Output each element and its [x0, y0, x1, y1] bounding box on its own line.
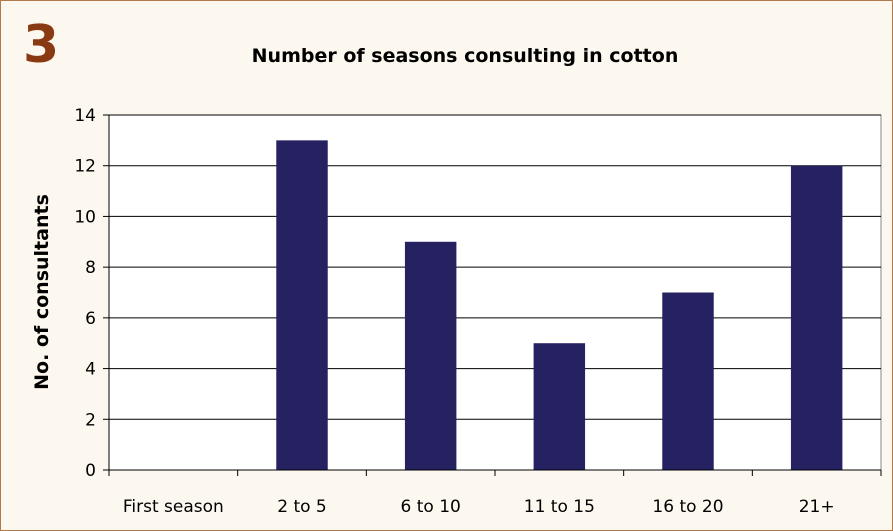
- bar: [533, 343, 586, 470]
- x-tick-label: 16 to 20: [652, 497, 723, 517]
- y-tick-label: 4: [85, 360, 96, 380]
- bar: [790, 165, 843, 470]
- y-axis: 0 2 4 6 8 10 12 14: [74, 106, 110, 481]
- y-tick-label: 8: [85, 258, 96, 278]
- chart-title: Number of seasons consulting in cotton: [252, 45, 679, 67]
- x-axis: First season 2 to 5 6 to 10 11 to 15 16 to 2…: [108, 469, 882, 517]
- y-axis-label: No. of consultants: [31, 194, 53, 390]
- x-tick-label: 2 to 5: [277, 497, 327, 517]
- x-tick-label: First season: [123, 497, 224, 517]
- x-tick-label: 21+: [799, 497, 835, 517]
- y-tick-label: 12: [74, 157, 96, 177]
- x-tick-label: 6 to 10: [401, 497, 461, 517]
- y-tick-label: 2: [85, 410, 96, 430]
- bar: [276, 140, 328, 470]
- x-tick-label: 11 to 15: [524, 497, 595, 517]
- gridlines: [109, 114, 881, 420]
- y-tick-label: 14: [74, 106, 96, 126]
- y-tick-label: 0: [85, 461, 96, 481]
- bar: [662, 292, 714, 470]
- plot-area: [108, 114, 882, 471]
- bar: [404, 241, 457, 470]
- figure-number: 3: [23, 15, 60, 75]
- y-tick-label: 6: [85, 309, 96, 329]
- bars: [276, 140, 843, 470]
- y-tick-label: 10: [74, 207, 96, 227]
